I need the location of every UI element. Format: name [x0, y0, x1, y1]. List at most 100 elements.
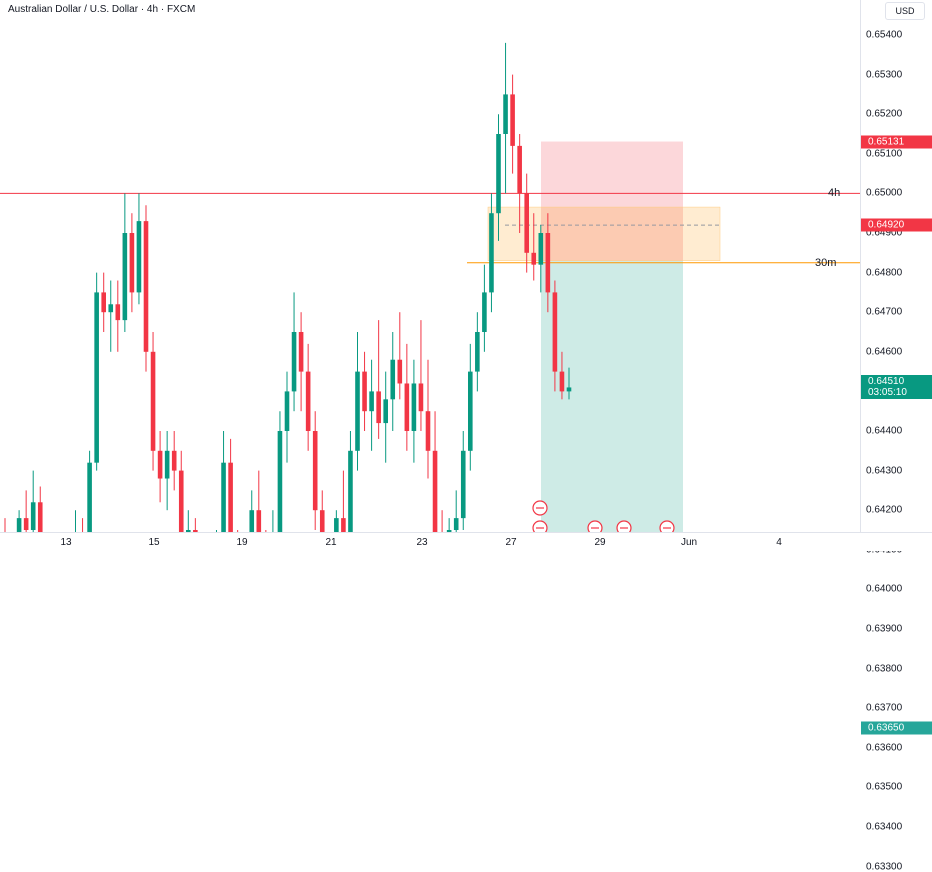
- candle-body: [390, 359, 396, 400]
- candle-body: [482, 292, 487, 332]
- candle-body: [221, 462, 226, 532]
- candle: [115, 280, 121, 352]
- price-tick-label: 0.63600: [866, 742, 903, 754]
- candle: [355, 332, 360, 471]
- target-price-tag: 0.65131: [861, 135, 932, 149]
- candle: [312, 411, 318, 530]
- candle: [362, 351, 367, 431]
- candle-body: [291, 332, 297, 392]
- candle-body: [425, 411, 431, 451]
- price-tick-label: 0.64400: [866, 425, 903, 437]
- candle: [552, 280, 558, 392]
- candle: [468, 343, 473, 471]
- candle-body: [510, 94, 515, 146]
- price-tick-label: 0.64000: [866, 583, 903, 595]
- candle: [157, 431, 163, 503]
- currency-button[interactable]: USD: [885, 2, 925, 20]
- candle: [87, 450, 92, 532]
- candle-body: [566, 387, 572, 392]
- event-circle: [532, 520, 548, 532]
- candle-body: [538, 233, 544, 265]
- price-tick-label: 0.64200: [866, 504, 903, 516]
- candle-body: [524, 193, 529, 253]
- candle: [510, 74, 515, 174]
- candle: [284, 371, 290, 463]
- time-axis[interactable]: 13 15 19 21 23 27 29 Jun 4: [0, 532, 932, 551]
- candle: [475, 312, 480, 392]
- candle-body: [496, 134, 501, 214]
- candle-body: [312, 431, 318, 511]
- stop-zone: [541, 141, 683, 261]
- candle: [538, 225, 544, 293]
- candle-body: [115, 304, 121, 321]
- candle: [517, 134, 522, 233]
- level-8h-price-tag: 0.63650: [861, 721, 932, 735]
- time-label: Jun: [680, 537, 698, 548]
- time-label: 29: [594, 537, 606, 548]
- candle: [16, 510, 22, 532]
- candle: [446, 518, 452, 532]
- candle-body: [249, 510, 255, 532]
- candle: [305, 343, 311, 451]
- candle: [411, 359, 417, 463]
- candle: [453, 490, 459, 532]
- time-label: 13: [60, 537, 72, 548]
- candle-body: [453, 518, 459, 530]
- candle-body: [164, 450, 170, 479]
- candle: [319, 490, 325, 532]
- price-tick-label: 0.65100: [866, 148, 903, 160]
- candle: [249, 490, 255, 532]
- candle: [94, 272, 99, 471]
- candle-body: [157, 450, 163, 479]
- candle: [341, 470, 346, 532]
- target-zone: [541, 260, 683, 532]
- candle: [82, 518, 84, 532]
- time-label: 15: [148, 537, 160, 548]
- candle: [376, 320, 381, 439]
- candle-body: [284, 391, 290, 431]
- time-label: 21: [325, 537, 337, 548]
- chart-pane[interactable]: Australian Dollar / U.S. Dollar · 4h · F…: [0, 0, 860, 532]
- price-tick-label: 0.64600: [866, 346, 903, 358]
- price-tick-label: 0.63500: [866, 781, 903, 793]
- candle-body: [545, 233, 551, 293]
- candle-body: [397, 359, 403, 384]
- candle: [291, 292, 297, 412]
- candle: [425, 359, 431, 479]
- price-axis[interactable]: USD 0.65400 0.65300 0.65200 0.65100 0.65000 0…: [860, 0, 932, 872]
- price-tick-label: 0.65000: [866, 187, 903, 199]
- event-circle: [616, 520, 632, 532]
- price-chart[interactable]: [0, 0, 860, 532]
- candle: [30, 470, 36, 532]
- candle: [75, 510, 76, 532]
- candle: [404, 343, 410, 451]
- calendar-event-icon: [532, 500, 548, 516]
- event-circle: [659, 520, 675, 532]
- candle: [432, 411, 438, 532]
- candle-body: [334, 518, 339, 532]
- price-tick-label: 0.63300: [866, 861, 903, 872]
- candle: [334, 510, 339, 532]
- candle-body: [404, 383, 410, 431]
- candle: [171, 431, 177, 491]
- price-tick-label: 0.63700: [866, 702, 903, 714]
- candle-body: [193, 530, 198, 532]
- candle: [369, 359, 374, 451]
- candle-body: [108, 304, 114, 313]
- candle-body: [503, 94, 508, 134]
- candle: [277, 411, 283, 532]
- candle: [397, 312, 403, 400]
- candle-body: [30, 502, 36, 530]
- candle: [23, 490, 29, 532]
- last-price-value: 0.64510: [868, 376, 905, 388]
- candle: [559, 351, 565, 400]
- candle: [482, 264, 487, 352]
- candle-body: [228, 462, 233, 532]
- candle-body: [411, 383, 417, 431]
- candle-body: [122, 233, 128, 321]
- candle-body: [143, 221, 149, 352]
- candle-body: [531, 252, 537, 265]
- candle: [186, 510, 191, 532]
- candle: [178, 450, 184, 532]
- price-tick-label: 0.64300: [866, 465, 903, 477]
